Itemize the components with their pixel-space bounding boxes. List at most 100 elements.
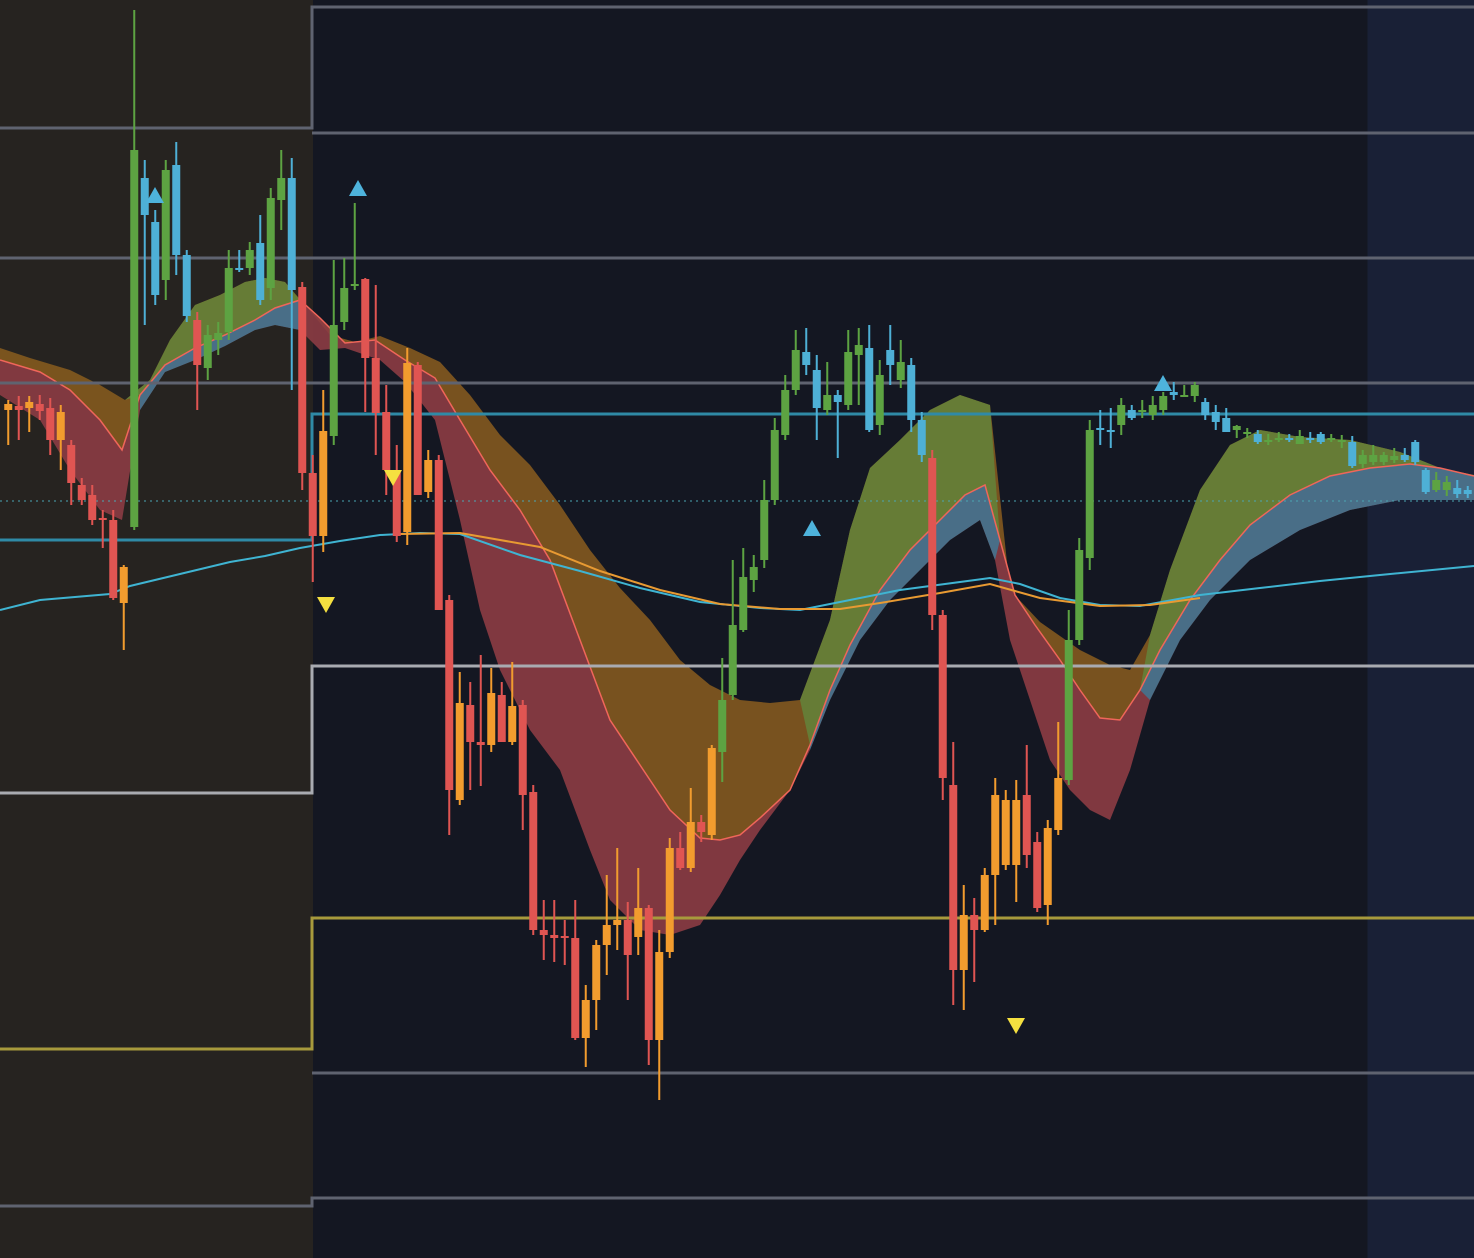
candle — [1159, 392, 1168, 415]
candle-body — [277, 178, 286, 200]
candle — [1033, 832, 1042, 912]
candle — [970, 898, 979, 982]
candle-body — [980, 875, 989, 930]
candle-body — [266, 198, 275, 288]
candle — [371, 285, 380, 455]
candle-body — [413, 365, 422, 495]
candle — [25, 396, 34, 432]
candle — [1421, 468, 1430, 494]
candle-body — [77, 485, 86, 500]
candle-body — [749, 567, 758, 580]
candle-body — [1106, 430, 1115, 432]
candle — [298, 282, 307, 490]
candle-body — [1148, 405, 1157, 415]
candle-body — [140, 178, 149, 215]
candle — [455, 672, 464, 805]
candle — [613, 848, 622, 950]
candle-body — [329, 325, 338, 436]
candle — [245, 242, 254, 275]
candle-body — [67, 445, 76, 483]
candle-body — [518, 705, 527, 795]
signal-up-marker — [1154, 375, 1172, 391]
candle — [1463, 486, 1472, 498]
candle-body — [214, 333, 223, 340]
candle-body — [1054, 778, 1063, 830]
candle-body — [823, 395, 832, 410]
candle — [130, 10, 139, 530]
candle-body — [14, 406, 23, 410]
candle — [928, 450, 937, 630]
candle — [739, 548, 748, 632]
candle — [644, 905, 653, 1065]
candle — [1211, 405, 1220, 430]
candle-body — [802, 352, 811, 365]
level-line-6 — [0, 916, 1474, 1051]
candle — [487, 668, 496, 752]
candle — [886, 325, 895, 385]
candle-body — [907, 365, 916, 420]
candle-body — [1117, 405, 1126, 425]
candle-body — [896, 362, 905, 380]
candle-body — [581, 1000, 590, 1038]
candle-body — [298, 287, 307, 473]
candle-body — [1033, 842, 1042, 908]
candle — [571, 900, 580, 1040]
candle — [949, 742, 958, 1005]
candle-body — [56, 412, 65, 440]
signal-down-marker — [384, 470, 402, 486]
candle-body — [1421, 470, 1430, 492]
candle — [1043, 820, 1052, 925]
candle — [1411, 440, 1420, 465]
band-inner — [0, 300, 1474, 935]
candle-body — [1243, 432, 1252, 434]
candle-body — [644, 908, 653, 1040]
candle-body — [781, 390, 790, 435]
candle — [1201, 398, 1210, 420]
candle — [1358, 450, 1367, 468]
candle — [749, 555, 758, 592]
candle — [1085, 420, 1094, 570]
candle — [4, 400, 13, 445]
candle-body — [1001, 800, 1010, 865]
level-line-8 — [0, 1196, 1474, 1208]
candle — [1390, 448, 1399, 463]
signal-down-marker — [1007, 1018, 1025, 1034]
candle-body — [35, 404, 44, 411]
candle — [896, 340, 905, 388]
candle — [581, 985, 590, 1067]
candle — [329, 260, 338, 445]
candle-body — [1012, 800, 1021, 865]
candle-body — [245, 250, 254, 268]
candle-body — [571, 938, 580, 1038]
candle — [277, 150, 286, 230]
candle-body — [1022, 795, 1031, 855]
candle-body — [1369, 455, 1378, 462]
candle-body — [203, 335, 212, 368]
candle — [392, 445, 401, 542]
candle-body — [1201, 402, 1210, 415]
band-green-0 — [125, 278, 300, 400]
candle-body — [445, 600, 454, 790]
candle — [497, 682, 506, 742]
candle — [623, 902, 632, 1000]
candle-body — [1274, 438, 1283, 440]
candle — [665, 838, 674, 958]
candle — [413, 362, 422, 495]
candle-body — [770, 430, 779, 500]
candle — [161, 160, 170, 300]
candle — [938, 610, 947, 800]
candle-body — [1127, 410, 1136, 418]
price-levels — [0, 5, 1474, 1208]
candle — [361, 278, 370, 412]
candle — [340, 258, 349, 330]
candle — [1348, 436, 1357, 468]
candle-body — [434, 460, 443, 610]
candle — [350, 203, 359, 290]
candle-body — [1379, 455, 1388, 462]
candle-body — [508, 706, 517, 742]
candle-body — [319, 431, 328, 536]
candle — [728, 560, 737, 700]
candle-body — [382, 412, 391, 470]
